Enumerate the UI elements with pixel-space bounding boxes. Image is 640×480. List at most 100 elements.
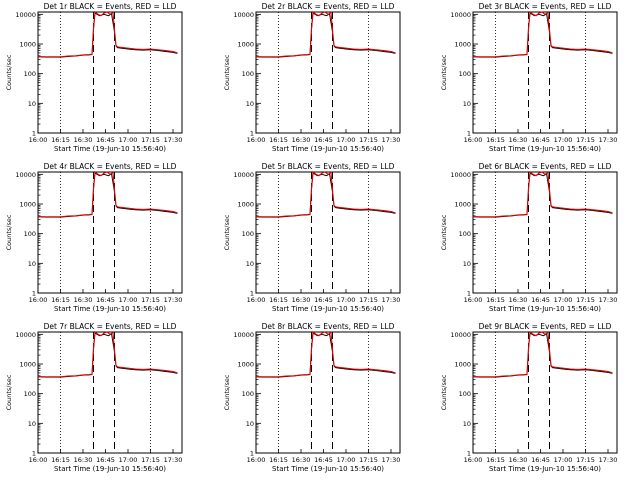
x-axis-label: Start Time (19-Jun-10 15:56:40) [272,465,384,473]
y-axis-label: Counts/sec [223,214,231,250]
series-line-events [37,12,178,58]
plot-frame [37,11,183,134]
x-tick-label: 17:30 [382,296,401,304]
y-tick-label: 1 [467,290,471,298]
x-tick-label: 17:30 [382,136,401,144]
plot-frame [255,171,401,294]
series-line-events [472,172,613,218]
x-tick-label: 16:30 [509,456,528,464]
y-tick-label: 10 [246,260,254,268]
x-tick-label: 17:15 [359,136,378,144]
y-axis-label: Counts/sec [5,54,13,90]
x-tick-label: 17:15 [141,296,160,304]
x-tick-label: 16:00 [247,296,266,304]
chart-panel: 1 10 100 1000 10000 16:00 16:15 16:30 16:45 17:00… [5,162,183,313]
y-tick-label: 1000 [19,361,36,369]
x-tick-label: 17:30 [164,296,183,304]
x-tick-label: 16:30 [509,136,528,144]
x-tick-label: 16:15 [51,296,70,304]
y-axis-label: Counts/sec [440,54,448,90]
y-tick-label: 10000 [450,331,471,339]
x-tick-label: 17:00 [119,296,138,304]
x-tick-label: 16:30 [292,456,311,464]
y-axis-label: Counts/sec [440,374,448,410]
x-tick-label: 16:45 [531,136,550,144]
panel-title: Det 4r BLACK = Events, RED = LLD [44,162,177,171]
y-tick-label: 100 [459,230,471,238]
x-tick-label: 16:15 [51,456,70,464]
panel-title: Det 8r BLACK = Events, RED = LLD [262,322,395,331]
y-tick-label: 100 [24,70,36,78]
x-tick-label: 17:30 [599,296,618,304]
x-tick-label: 17:30 [164,456,183,464]
x-tick-label: 16:45 [314,136,333,144]
x-tick-label: 17:15 [576,456,595,464]
x-tick-label: 17:15 [576,296,595,304]
x-tick-label: 17:30 [382,456,401,464]
x-tick-label: 16:30 [74,456,93,464]
y-axis-label: Counts/sec [440,214,448,250]
chart-panel: 1 10 100 1000 10000 16:00 16:15 16:30 16:45 17:00… [223,2,401,153]
y-tick-label: 10 [246,420,254,428]
x-tick-label: 17:00 [337,296,356,304]
plot-frame [472,11,618,134]
y-tick-label: 1000 [454,361,471,369]
y-tick-label: 10000 [15,171,36,179]
x-tick-label: 16:30 [292,136,311,144]
chart-panel: 1 10 100 1000 10000 16:00 16:15 16:30 16:45 17:00… [440,322,618,473]
series-line-lld [472,10,613,58]
x-tick-label: 17:15 [359,456,378,464]
series-line-lld [472,330,613,378]
x-tick-label: 16:00 [29,456,48,464]
y-axis-label: Counts/sec [223,374,231,410]
x-tick-label: 16:00 [464,296,483,304]
y-tick-label: 1 [467,130,471,138]
chart-panel: 1 10 100 1000 10000 16:00 16:15 16:30 16:45 17:00… [440,2,618,153]
x-tick-label: 16:30 [292,296,311,304]
panel-title: Det 6r BLACK = Events, RED = LLD [479,162,612,171]
x-axis-label: Start Time (19-Jun-10 15:56:40) [54,305,166,313]
series-line-lld [255,330,396,378]
y-tick-label: 1 [32,450,36,458]
x-tick-label: 16:15 [269,296,288,304]
x-tick-label: 16:45 [531,296,550,304]
chart-panel: 1 10 100 1000 10000 16:00 16:15 16:30 16:45 17:00… [223,322,401,473]
series-line-lld [255,170,396,218]
x-tick-label: 16:30 [74,296,93,304]
x-tick-label: 16:15 [486,456,505,464]
y-tick-label: 10000 [450,171,471,179]
x-tick-label: 16:00 [464,456,483,464]
y-tick-label: 10000 [450,11,471,19]
series-line-events [472,12,613,58]
x-tick-label: 16:15 [269,136,288,144]
y-tick-label: 100 [24,230,36,238]
x-tick-label: 17:00 [119,136,138,144]
x-axis-label: Start Time (19-Jun-10 15:56:40) [489,465,601,473]
plot-frame [255,11,401,134]
plot-frame [472,171,618,294]
y-tick-label: 100 [242,230,254,238]
y-tick-label: 1 [250,290,254,298]
y-tick-label: 1000 [19,201,36,209]
y-tick-label: 1000 [237,41,254,49]
series-line-lld [37,10,178,58]
series-line-lld [37,170,178,218]
x-tick-label: 16:45 [314,456,333,464]
x-tick-label: 16:00 [464,136,483,144]
x-tick-label: 16:00 [247,456,266,464]
y-tick-label: 10000 [15,11,36,19]
chart-panel: 1 10 100 1000 10000 16:00 16:15 16:30 16:45 17:00… [5,2,183,153]
y-tick-label: 1 [467,450,471,458]
y-tick-label: 100 [242,70,254,78]
series-line-events [37,332,178,378]
panel-title: Det 1r BLACK = Events, RED = LLD [44,2,177,11]
panel-title: Det 5r BLACK = Events, RED = LLD [262,162,395,171]
chart-panel: 1 10 100 1000 10000 16:00 16:15 16:30 16:45 17:00… [5,322,183,473]
y-tick-label: 10 [463,260,471,268]
panel-title: Det 3r BLACK = Events, RED = LLD [479,2,612,11]
x-axis-label: Start Time (19-Jun-10 15:56:40) [54,465,166,473]
x-tick-label: 16:30 [509,296,528,304]
y-tick-label: 10000 [15,331,36,339]
chart-panel: 1 10 100 1000 10000 16:00 16:15 16:30 16:45 17:00… [223,162,401,313]
